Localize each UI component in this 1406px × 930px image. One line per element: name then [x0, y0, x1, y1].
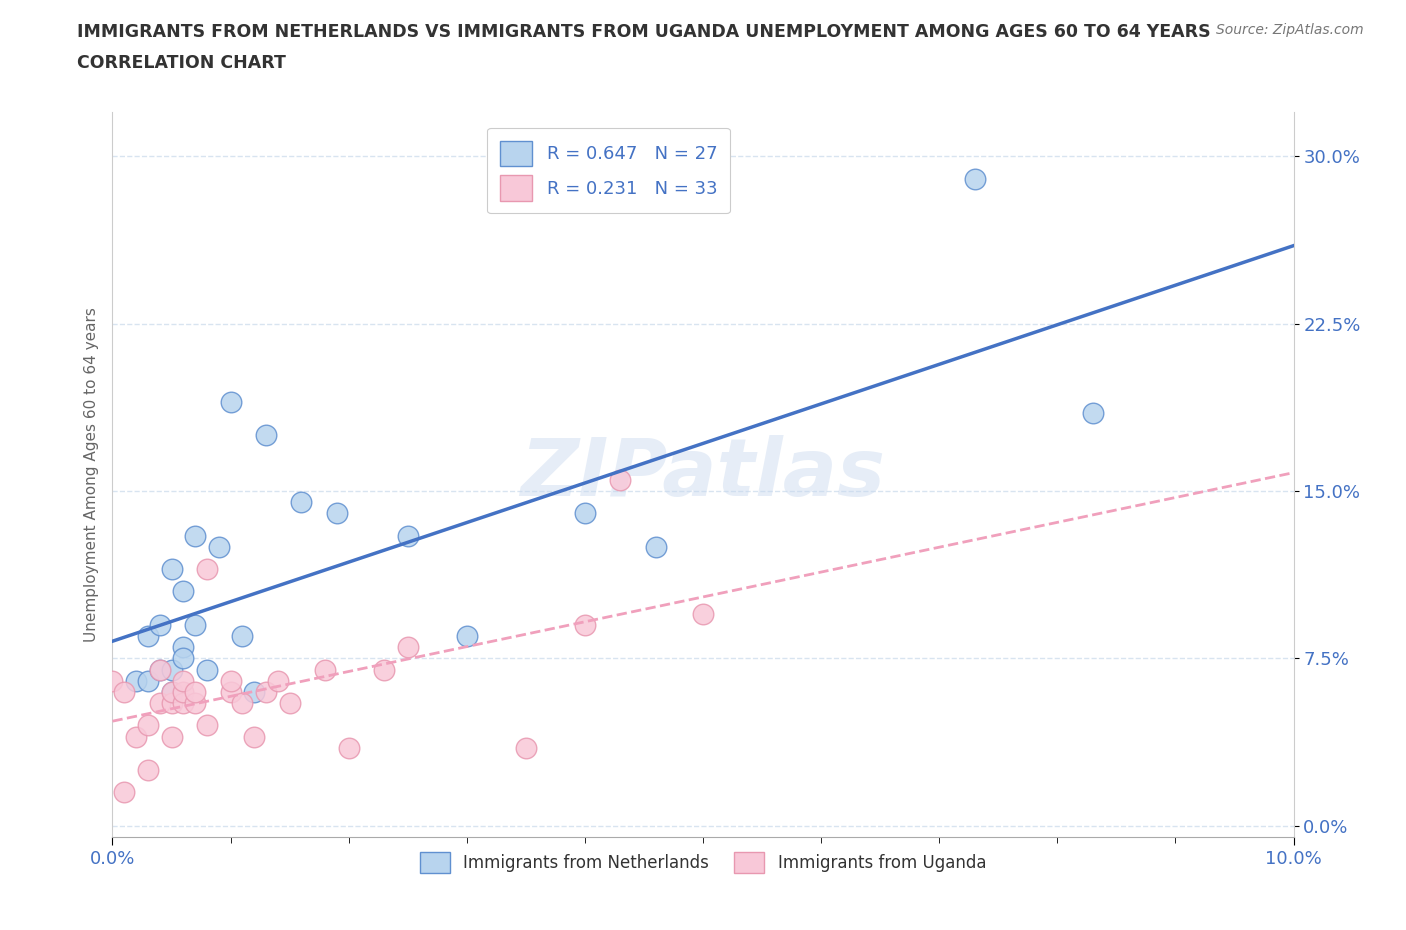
Point	[112, 785, 135, 800]
Point	[243, 729, 266, 744]
Text: ZIPatlas: ZIPatlas	[520, 435, 886, 513]
Point	[184, 684, 207, 699]
Point	[172, 584, 194, 599]
Point	[184, 528, 207, 543]
Point	[172, 684, 194, 699]
Point	[172, 696, 194, 711]
Point	[456, 629, 478, 644]
Point	[125, 673, 148, 688]
Point	[195, 662, 218, 677]
Point	[136, 673, 159, 688]
Point	[267, 673, 290, 688]
Point	[112, 684, 135, 699]
Point	[125, 729, 148, 744]
Point	[692, 606, 714, 621]
Y-axis label: Unemployment Among Ages 60 to 64 years: Unemployment Among Ages 60 to 64 years	[83, 307, 98, 642]
Point	[101, 673, 124, 688]
Text: IMMIGRANTS FROM NETHERLANDS VS IMMIGRANTS FROM UGANDA UNEMPLOYMENT AMONG AGES 60: IMMIGRANTS FROM NETHERLANDS VS IMMIGRANT…	[77, 23, 1211, 41]
Point	[195, 718, 218, 733]
Legend: Immigrants from Netherlands, Immigrants from Uganda: Immigrants from Netherlands, Immigrants …	[413, 845, 993, 880]
Point	[231, 696, 253, 711]
Point	[172, 673, 194, 688]
Point	[160, 562, 183, 577]
Point	[254, 428, 277, 443]
Point	[219, 673, 242, 688]
Point	[208, 539, 231, 554]
Point	[219, 394, 242, 409]
Point	[231, 629, 253, 644]
Point	[160, 696, 183, 711]
Point	[160, 662, 183, 677]
Point	[160, 684, 183, 699]
Point	[172, 651, 194, 666]
Point	[337, 740, 360, 755]
Point	[314, 662, 336, 677]
Point	[136, 629, 159, 644]
Point	[149, 662, 172, 677]
Point	[1081, 405, 1104, 420]
Point	[219, 684, 242, 699]
Point	[172, 640, 194, 655]
Point	[644, 539, 666, 554]
Point	[184, 696, 207, 711]
Point	[136, 718, 159, 733]
Point	[243, 684, 266, 699]
Point	[184, 618, 207, 632]
Text: Source: ZipAtlas.com: Source: ZipAtlas.com	[1216, 23, 1364, 37]
Text: CORRELATION CHART: CORRELATION CHART	[77, 54, 287, 72]
Point	[290, 495, 312, 510]
Point	[195, 562, 218, 577]
Point	[396, 640, 419, 655]
Point	[396, 528, 419, 543]
Point	[149, 618, 172, 632]
Point	[574, 618, 596, 632]
Point	[574, 506, 596, 521]
Point	[160, 684, 183, 699]
Point	[515, 740, 537, 755]
Point	[373, 662, 395, 677]
Point	[278, 696, 301, 711]
Point	[136, 763, 159, 777]
Point	[254, 684, 277, 699]
Point	[160, 729, 183, 744]
Point	[326, 506, 349, 521]
Point	[963, 171, 986, 186]
Point	[149, 696, 172, 711]
Point	[149, 662, 172, 677]
Point	[609, 472, 631, 487]
